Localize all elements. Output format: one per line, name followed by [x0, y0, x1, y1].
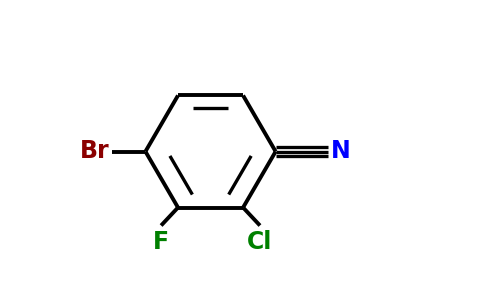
Text: F: F	[153, 230, 169, 254]
Text: Cl: Cl	[247, 230, 272, 254]
Text: Br: Br	[80, 140, 110, 164]
Text: N: N	[331, 140, 351, 164]
